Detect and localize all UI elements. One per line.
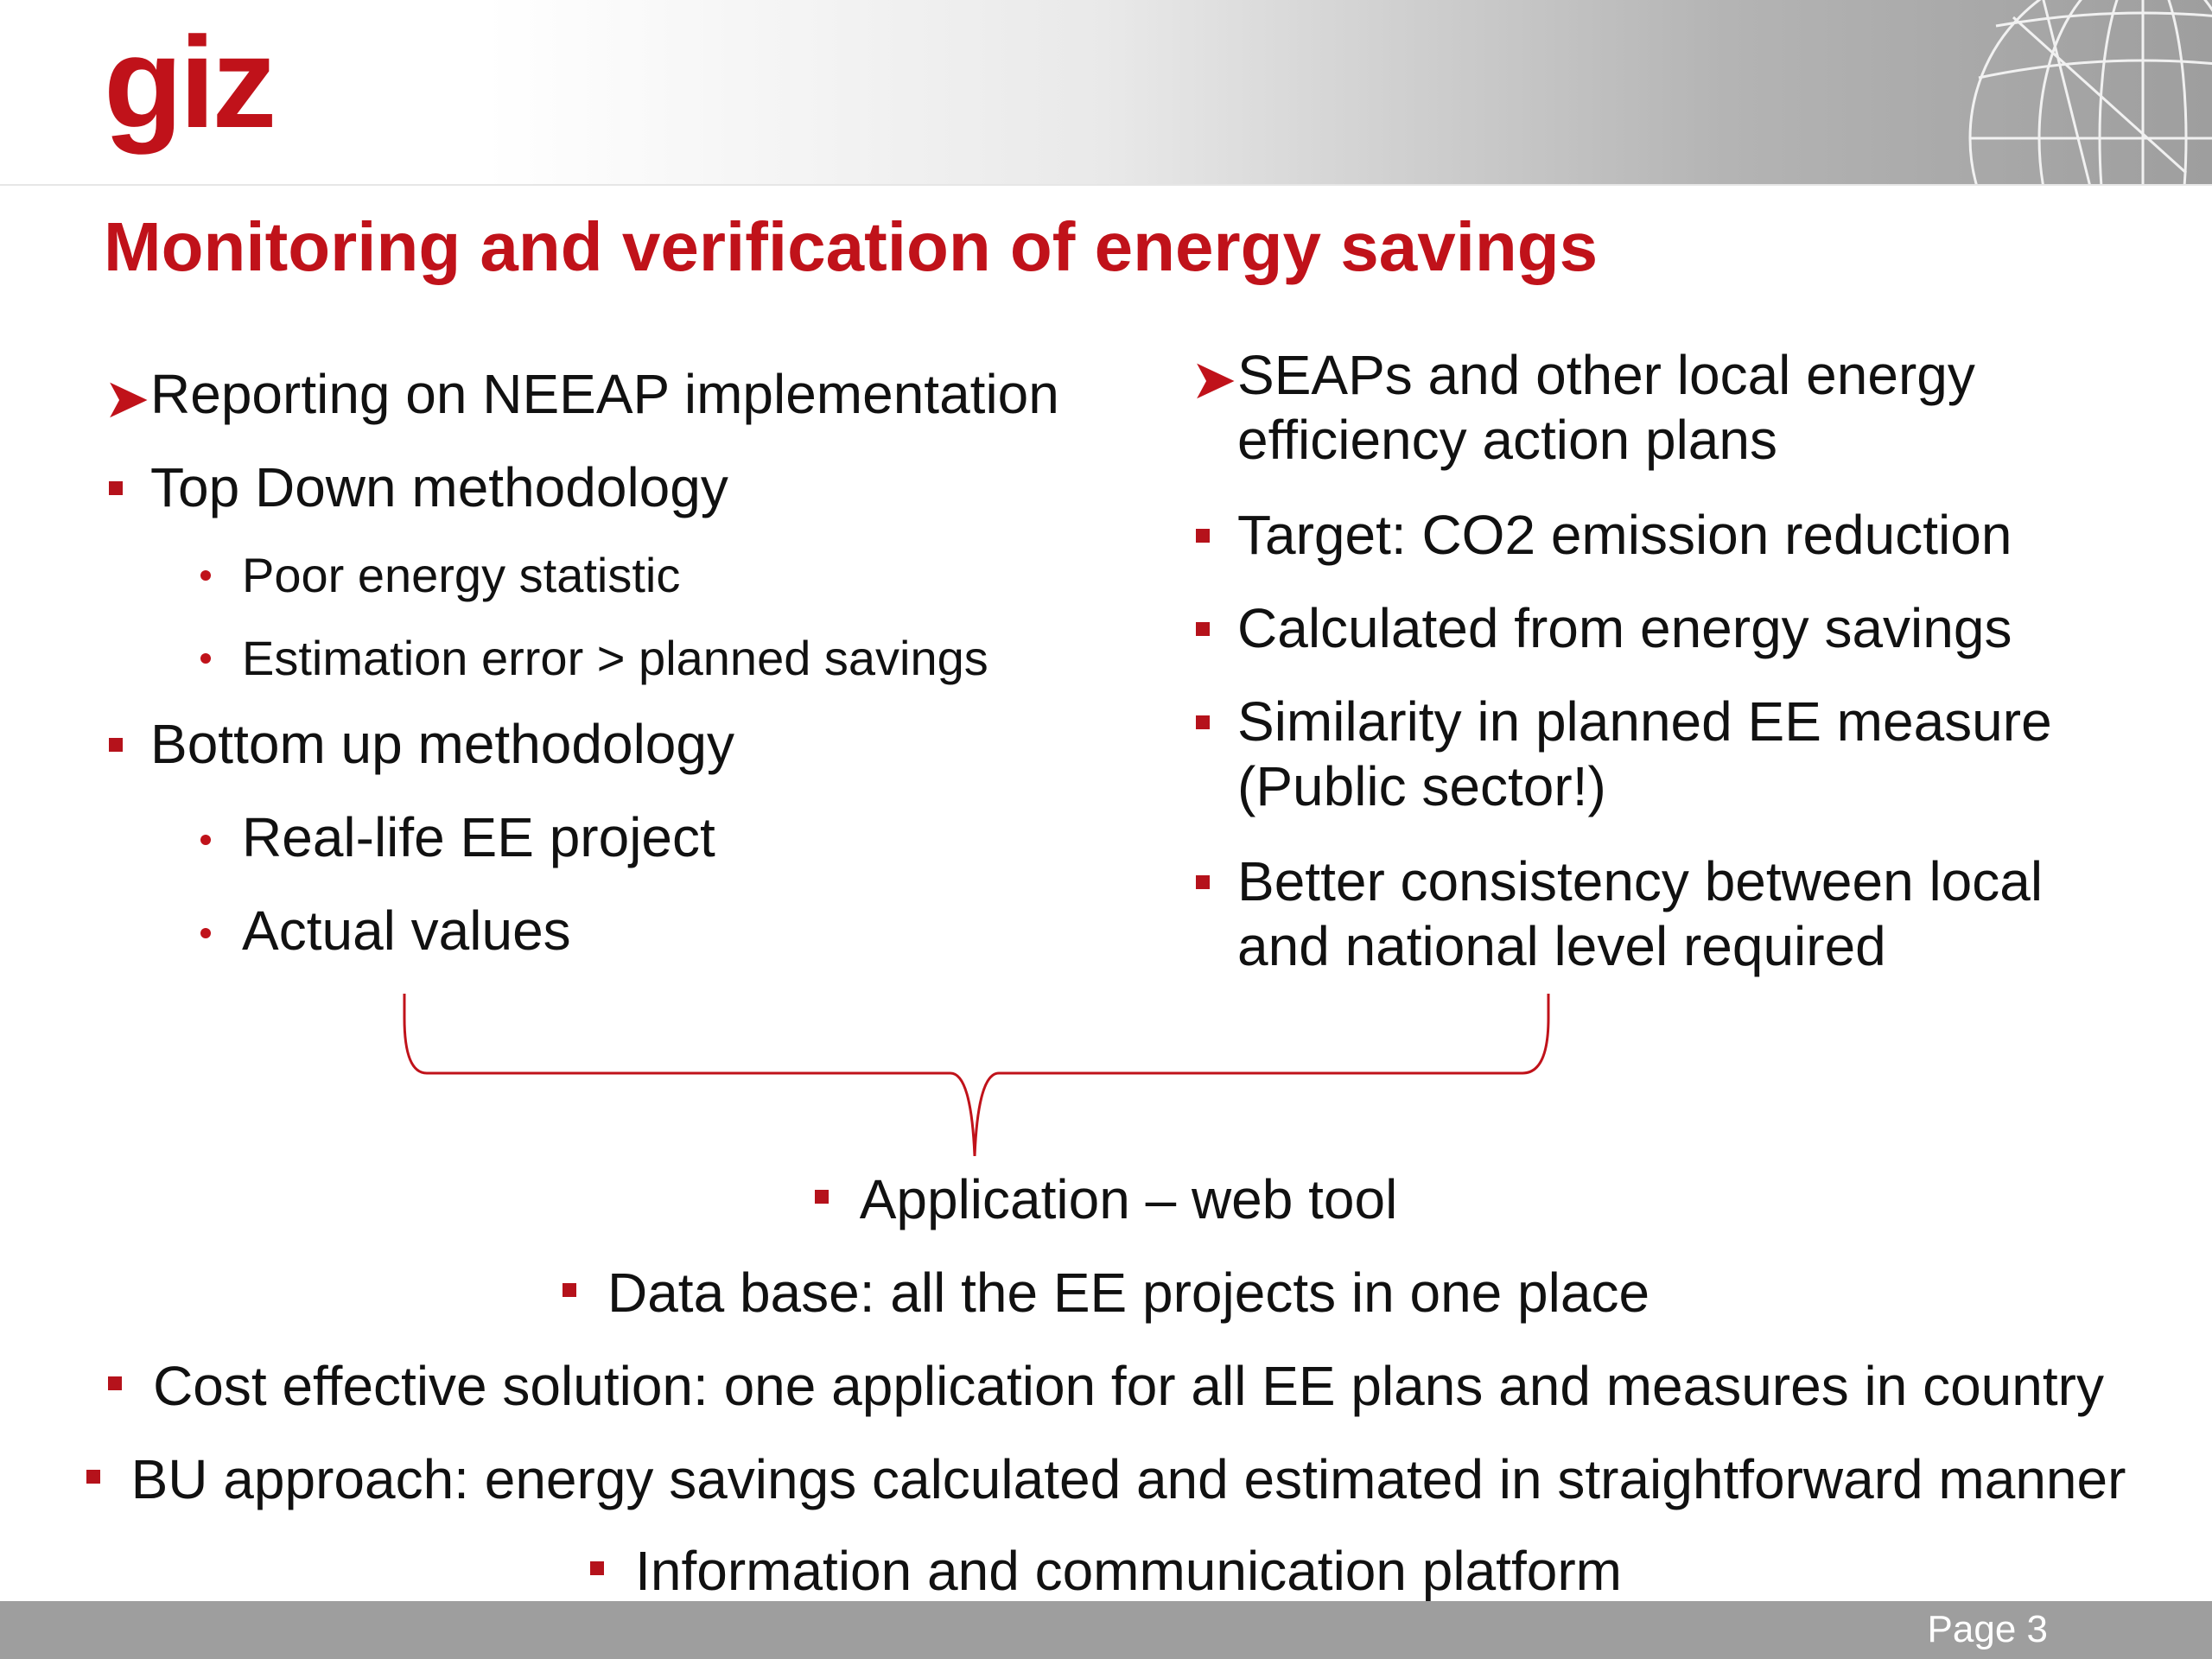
arrow-bullet-icon: ➤ — [1191, 348, 1237, 410]
list-item: Similarity in planned EE measure — [1237, 690, 2052, 753]
right-heading-line-2: efficiency action plans — [1237, 409, 1777, 471]
page-number: Page 3 — [1927, 1608, 2048, 1650]
square-bullet-icon — [109, 738, 123, 752]
dot-bullet-icon — [200, 653, 211, 664]
square-bullet-icon — [1196, 622, 1210, 636]
list-item: Poor energy statistic — [242, 548, 681, 602]
list-item: Real-life EE project — [242, 806, 715, 868]
list-item: Top Down methodology — [150, 456, 728, 518]
connector-brace — [403, 994, 1550, 1156]
conclusion-text: Application – web tool — [859, 1168, 1398, 1230]
conclusion-text: Data base: all the EE projects in one pl… — [607, 1262, 1650, 1324]
square-bullet-icon — [590, 1561, 605, 1576]
square-bullet-icon — [562, 1283, 576, 1298]
square-bullet-icon — [1196, 875, 1210, 889]
giz-logo: giz — [104, 10, 276, 155]
list-item-continuation: and national level required — [1237, 915, 1886, 977]
list-item: Estimation error > planned savings — [242, 631, 988, 685]
conclusion-row: BU approach: energy savings calculated a… — [0, 1448, 2212, 1512]
footer-band — [0, 1601, 2212, 1659]
square-bullet-icon — [1196, 529, 1210, 543]
arrow-bullet-icon: ➤ — [104, 367, 150, 429]
left-heading: Reporting on NEEAP implementation — [150, 363, 1059, 425]
conclusion-text: BU approach: energy savings calculated a… — [130, 1448, 2126, 1510]
globe-icon — [1968, 0, 2212, 184]
conclusion-text: Cost effective solution: one application… — [153, 1355, 2104, 1417]
header-band: giz — [0, 0, 2212, 186]
square-bullet-icon — [108, 1376, 123, 1391]
dot-bullet-icon — [200, 928, 211, 938]
list-item: Bottom up methodology — [150, 713, 734, 775]
square-bullet-icon — [1196, 715, 1210, 729]
conclusion-row: Data base: all the EE projects in one pl… — [0, 1262, 2212, 1325]
square-bullet-icon — [86, 1470, 100, 1484]
list-item-continuation: (Public sector!) — [1237, 755, 1606, 817]
conclusion-row: Application – web tool — [0, 1168, 2212, 1232]
dot-bullet-icon — [200, 570, 211, 581]
square-bullet-icon — [109, 481, 123, 495]
dot-bullet-icon — [200, 835, 211, 845]
list-item: Calculated from energy savings — [1237, 597, 2012, 659]
square-bullet-icon — [814, 1190, 829, 1205]
list-item: Better consistency between local — [1237, 850, 2044, 912]
slide-title: Monitoring and verification of energy sa… — [104, 208, 1599, 285]
list-item: Target: CO2 emission reduction — [1237, 504, 2012, 566]
conclusion-row: Information and communication platform — [0, 1540, 2212, 1604]
list-item: Actual values — [242, 899, 571, 962]
conclusion-row: Cost effective solution: one application… — [0, 1355, 2212, 1419]
conclusion-text: Information and communication platform — [635, 1540, 1622, 1602]
right-heading-line-1: SEAPs and other local energy — [1237, 344, 1975, 406]
